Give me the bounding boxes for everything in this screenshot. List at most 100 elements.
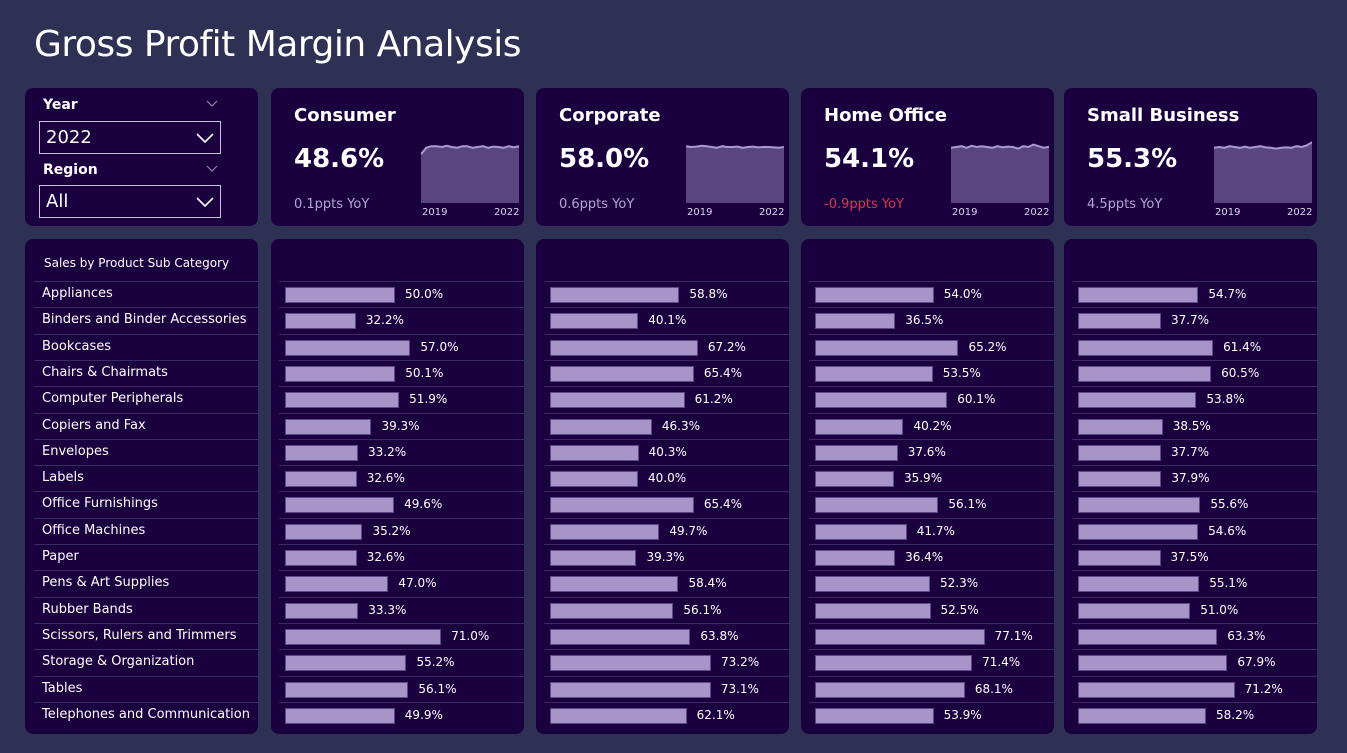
bar[interactable] xyxy=(550,628,691,645)
bar[interactable] xyxy=(550,339,698,356)
bar[interactable] xyxy=(550,602,674,619)
bar[interactable] xyxy=(815,655,973,672)
bar[interactable] xyxy=(550,497,694,514)
bar-row: 55.6% xyxy=(1072,491,1317,517)
bar[interactable] xyxy=(815,392,948,409)
bar-panel-corporate: 58.8% 40.1% 67.2% 65.4% 61.2% 46.3% 40.3% 40.0%… xyxy=(536,239,789,734)
bar[interactable] xyxy=(1078,550,1161,566)
bar-row: 58.4% xyxy=(544,570,789,596)
bar[interactable] xyxy=(1078,313,1161,330)
bar[interactable] xyxy=(550,392,685,409)
bar[interactable] xyxy=(1078,365,1212,382)
bar[interactable] xyxy=(550,418,652,435)
bar[interactable] xyxy=(815,628,985,645)
bar[interactable] xyxy=(285,523,363,540)
bar[interactable] xyxy=(285,365,396,382)
bar[interactable] xyxy=(815,313,896,330)
bar[interactable] xyxy=(285,444,359,461)
bar-value-label: 35.2% xyxy=(372,523,411,538)
bar[interactable] xyxy=(285,339,411,356)
bar[interactable] xyxy=(550,471,638,488)
bar[interactable] xyxy=(550,444,639,461)
bar[interactable] xyxy=(1078,418,1163,435)
bar-value-label: 61.4% xyxy=(1223,339,1262,354)
bar[interactable] xyxy=(285,602,359,619)
bar[interactable] xyxy=(815,576,931,593)
kpi-name: Consumer xyxy=(294,105,396,126)
kpi-card-home-office[interactable]: Home Office 54.1% -0.9ppts YoY 2019 2022 xyxy=(801,88,1054,226)
bar[interactable] xyxy=(1078,471,1162,488)
region-dropdown[interactable]: All xyxy=(39,185,221,218)
bar[interactable] xyxy=(815,681,965,698)
bar[interactable] xyxy=(550,707,687,724)
bar[interactable] xyxy=(285,628,442,645)
bar[interactable] xyxy=(550,655,712,672)
bar-value-label: 60.1% xyxy=(957,392,996,407)
bar[interactable] xyxy=(285,681,409,698)
sparkline-line xyxy=(686,144,784,149)
bar-row: 50.0% xyxy=(279,281,524,307)
bar[interactable] xyxy=(815,497,939,514)
bar[interactable] xyxy=(285,392,400,409)
bar[interactable] xyxy=(285,418,372,435)
year-dropdown[interactable]: 2022 xyxy=(39,121,221,154)
chevron-down-icon[interactable] xyxy=(205,161,219,175)
bar[interactable] xyxy=(815,444,898,461)
bar-value-label: 33.2% xyxy=(368,444,407,459)
sparkline-line xyxy=(951,143,1049,150)
chevron-down-icon[interactable] xyxy=(205,96,219,110)
bar[interactable] xyxy=(550,313,639,330)
kpi-card-consumer[interactable]: Consumer 48.6% 0.1ppts YoY 2019 2022 xyxy=(271,88,524,226)
bar-value-label: 65.2% xyxy=(968,339,1007,354)
bar[interactable] xyxy=(1078,576,1200,593)
bar[interactable] xyxy=(285,497,395,514)
bar[interactable] xyxy=(1078,287,1199,303)
bar-value-label: 53.8% xyxy=(1206,392,1245,407)
bar-value-label: 50.1% xyxy=(405,365,444,380)
bar-row: 61.4% xyxy=(1072,333,1317,360)
bar[interactable] xyxy=(550,681,711,698)
bar[interactable] xyxy=(815,707,934,724)
bar[interactable] xyxy=(815,471,894,488)
bar[interactable] xyxy=(815,365,933,382)
bar[interactable] xyxy=(815,550,896,566)
bar-value-label: 68.1% xyxy=(974,681,1013,696)
chevron-down-icon xyxy=(196,133,214,144)
bar[interactable] xyxy=(815,418,904,435)
bar[interactable] xyxy=(1078,602,1191,619)
bar[interactable] xyxy=(1078,339,1214,356)
bar[interactable] xyxy=(285,707,395,724)
bar-value-label: 58.4% xyxy=(688,576,727,591)
bar[interactable] xyxy=(1078,707,1207,724)
bar[interactable] xyxy=(550,576,679,593)
bar[interactable] xyxy=(1078,628,1218,645)
bar[interactable] xyxy=(1078,655,1228,672)
bar[interactable] xyxy=(285,576,389,593)
category-label: Copiers and Fax xyxy=(34,412,258,439)
bar[interactable] xyxy=(285,471,357,488)
bar[interactable] xyxy=(285,550,357,566)
bar[interactable] xyxy=(550,550,637,566)
kpi-card-small-business[interactable]: Small Business 55.3% 4.5ppts YoY 2019 20… xyxy=(1064,88,1317,226)
bar-value-label: 67.9% xyxy=(1237,655,1276,670)
bar[interactable] xyxy=(285,655,407,672)
bar[interactable] xyxy=(285,287,395,303)
bar[interactable] xyxy=(1078,497,1201,514)
bar-value-label: 52.5% xyxy=(940,602,979,617)
bar[interactable] xyxy=(285,313,356,330)
category-label: Office Furnishings xyxy=(34,491,258,517)
kpi-card-corporate[interactable]: Corporate 58.0% 0.6ppts YoY 2019 2022 xyxy=(536,88,789,226)
bar[interactable] xyxy=(815,287,934,303)
bar[interactable] xyxy=(1078,392,1197,409)
bar[interactable] xyxy=(550,287,680,303)
bar[interactable] xyxy=(1078,523,1199,540)
bar[interactable] xyxy=(550,365,694,382)
bar[interactable] xyxy=(1078,681,1235,698)
category-label: Bookcases xyxy=(34,333,258,360)
bar[interactable] xyxy=(815,339,959,356)
bar[interactable] xyxy=(550,523,660,540)
bar[interactable] xyxy=(1078,444,1161,461)
bar[interactable] xyxy=(815,602,931,619)
sparkline-area xyxy=(421,145,519,203)
bar[interactable] xyxy=(815,523,907,540)
